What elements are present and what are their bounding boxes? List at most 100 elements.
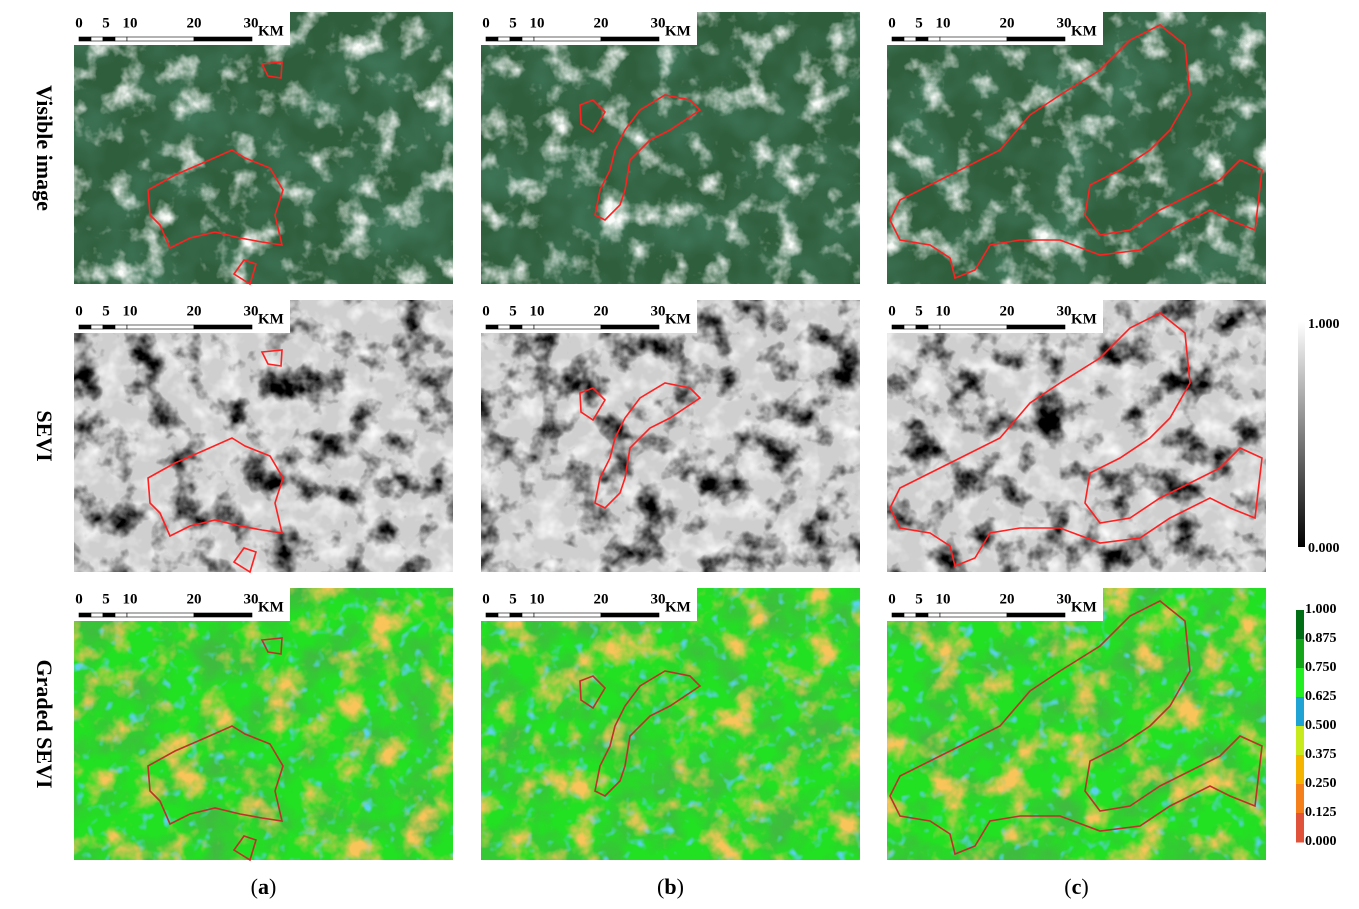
scale-unit: KM (258, 311, 284, 327)
scale-tick: 20 (594, 15, 609, 31)
scale-tick: 20 (1000, 303, 1015, 319)
scale-segment (103, 325, 115, 329)
colorbar-label: 0.625 (1305, 689, 1337, 704)
scale-segment (103, 37, 115, 41)
colorbar-label: 0.750 (1305, 660, 1337, 675)
colorbar-class (1296, 697, 1304, 727)
scale-tick: 20 (187, 15, 202, 31)
row-label: SEVI (32, 410, 57, 461)
scale-tick: 20 (187, 591, 202, 607)
scale-segment (127, 613, 194, 617)
scale-tick: 5 (509, 15, 517, 31)
column-label-part: b (664, 874, 676, 899)
colorbar-class (1296, 668, 1304, 698)
colorbar-label: 0.500 (1305, 718, 1337, 733)
scale-tick: 20 (187, 303, 202, 319)
scale-tick: 30 (1057, 15, 1072, 31)
scale-segment (103, 613, 115, 617)
scale-tick: 0 (888, 15, 896, 31)
scale-tick: 5 (915, 15, 923, 31)
scale-segment (940, 613, 1007, 617)
scale-tick: 10 (936, 15, 951, 31)
column-label-part: ( (657, 874, 664, 899)
scale-segment (916, 37, 928, 41)
scale-unit: KM (1071, 599, 1097, 615)
scale-tick: 0 (75, 303, 83, 319)
map-texture (481, 300, 860, 572)
map-texture (887, 300, 1266, 572)
scale-segment (1007, 613, 1065, 617)
scale-segment (510, 325, 522, 329)
scale-tick: 5 (915, 591, 923, 607)
map-texture (74, 588, 453, 860)
scale-tick: 20 (594, 303, 609, 319)
scale-tick: 30 (651, 303, 666, 319)
row-label: Visible image (32, 85, 57, 211)
scale-tick: 5 (102, 591, 110, 607)
figure: 05102030KM05102030KM05102030KM05102030KM… (0, 0, 1359, 909)
scale-segment (510, 613, 522, 617)
scale-segment (916, 613, 928, 617)
colorbar-label: 0.125 (1305, 805, 1337, 820)
scale-unit: KM (665, 23, 691, 39)
scale-tick: 10 (936, 303, 951, 319)
scale-tick: 10 (530, 15, 545, 31)
map-texture (887, 588, 1266, 860)
scale-segment (498, 325, 510, 329)
scale-segment (91, 325, 103, 329)
scale-tick: 0 (482, 303, 490, 319)
scale-unit: KM (1071, 23, 1097, 39)
scale-tick: 0 (75, 591, 83, 607)
scale-tick: 30 (1057, 303, 1072, 319)
scale-tick: 20 (594, 591, 609, 607)
scale-segment (486, 613, 498, 617)
scale-unit: KM (665, 311, 691, 327)
scale-segment (127, 37, 194, 41)
scale-segment (916, 325, 928, 329)
column-label: (c) (1064, 874, 1088, 899)
scale-segment (498, 37, 510, 41)
scale-tick: 0 (888, 591, 896, 607)
scale-segment (510, 37, 522, 41)
scale-segment (892, 325, 904, 329)
colorbar-label: 0.375 (1305, 747, 1337, 762)
scale-segment (115, 613, 127, 617)
scale-segment (486, 325, 498, 329)
colorbar-class (1296, 813, 1304, 843)
scale-tick: 0 (482, 591, 490, 607)
scale-tick: 10 (123, 15, 138, 31)
colorbar-label: 0.000 (1308, 541, 1340, 556)
scale-segment (1007, 37, 1065, 41)
colorbar-class (1296, 784, 1304, 814)
scale-segment (928, 613, 940, 617)
scale-segment (194, 325, 252, 329)
scale-tick: 5 (509, 591, 517, 607)
scale-segment (928, 37, 940, 41)
column-label-part: ( (251, 874, 258, 899)
column-label-part: ( (1064, 874, 1071, 899)
colorbar-label: 0.875 (1305, 631, 1337, 646)
scale-tick: 10 (123, 303, 138, 319)
scale-tick: 0 (888, 303, 896, 319)
scale-segment (928, 325, 940, 329)
colorbar-class (1296, 755, 1304, 785)
scale-tick: 20 (1000, 15, 1015, 31)
scale-tick: 30 (651, 591, 666, 607)
map-texture (481, 588, 860, 860)
scale-segment (194, 37, 252, 41)
scale-tick: 30 (244, 591, 259, 607)
scale-segment (79, 613, 91, 617)
scale-segment (522, 325, 534, 329)
scale-segment (601, 613, 659, 617)
column-label-part: c (1072, 874, 1082, 899)
scale-segment (904, 37, 916, 41)
scale-unit: KM (1071, 311, 1097, 327)
scale-segment (534, 37, 601, 41)
column-label-part: ) (1081, 874, 1088, 899)
